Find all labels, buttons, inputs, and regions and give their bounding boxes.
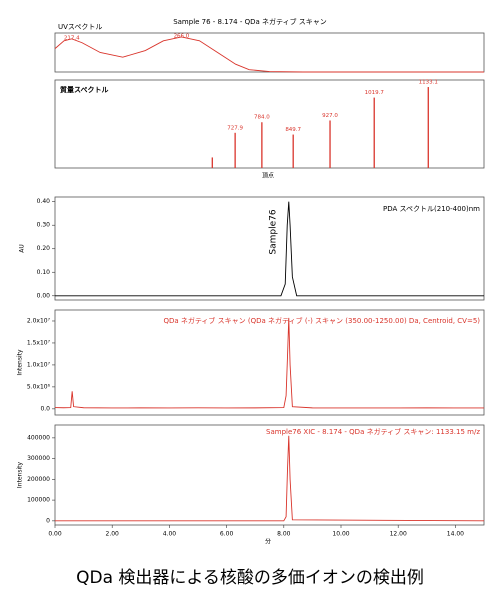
trace	[54, 317, 485, 409]
y-tick-label: 0.30	[37, 222, 51, 229]
y-tick-label: 1.5x10⁷	[27, 339, 51, 346]
y-tick-label: 0.40	[37, 198, 51, 205]
trace	[55, 201, 484, 297]
y-tick-label: 0	[46, 517, 50, 524]
peak-annotation: Sample76	[269, 209, 279, 254]
y-tick-label: 200000	[27, 476, 50, 483]
y-tick-label: 0.20	[37, 245, 51, 252]
y-tick-label: 100000	[27, 497, 50, 504]
x-axis-label: 分	[265, 538, 271, 546]
y-tick-label: 0.0	[40, 405, 50, 412]
y-tick-label: 400000	[27, 434, 50, 441]
x-tick-label: 4.00	[163, 531, 177, 538]
peak-label: 1133.1	[419, 80, 438, 86]
panel-title: QDa ネガティブ スキャン (QDa ネガティブ (-) スキャン (350.…	[163, 316, 480, 325]
peak-label: 927.0	[322, 113, 338, 119]
panel-frame	[54, 79, 485, 169]
peak-label: 784.0	[254, 115, 270, 121]
x-tick-label: 14.00	[447, 531, 464, 538]
panel-frame	[54, 309, 485, 416]
y-tick-label: 5.0x10⁶	[27, 383, 51, 390]
caption: QDa 検出器による核酸の多価イオンの検出例	[76, 568, 424, 588]
trace	[54, 36, 484, 73]
x-axis-label: 頂点	[262, 172, 274, 180]
panel-title: Sample76 XIC - 8.174 - QDa ネガティブ スキャン: 1…	[266, 427, 480, 436]
trace	[55, 435, 485, 522]
peak-label: 727.9	[227, 125, 243, 131]
panel-title: UVスペクトル	[58, 23, 102, 31]
x-tick-label: 12.00	[390, 531, 407, 538]
x-tick-label: 6.00	[220, 531, 234, 538]
x-tick-label: 8.00	[277, 531, 291, 538]
y-tick-label: 300000	[27, 455, 50, 462]
panel-title: 質量スペクトル	[60, 85, 109, 94]
x-tick-label: 10.00	[332, 531, 349, 538]
y-tick-label: 0.00	[37, 292, 51, 299]
peak-label: 849.7	[285, 127, 301, 133]
y-axis-label: Intensity	[17, 349, 24, 376]
x-tick-label: 0.00	[48, 531, 62, 538]
panel-frame	[54, 424, 485, 526]
y-tick-label: 2.0x10⁷	[27, 317, 51, 324]
peak-label: 1019.7	[365, 90, 385, 96]
peak-label: 266.0	[174, 33, 190, 39]
y-tick-label: 1.0x10⁷	[27, 361, 51, 368]
header-title: Sample 76 - 8.174 - QDa ネガティブ スキャン	[173, 17, 327, 26]
y-tick-label: 0.10	[37, 269, 51, 276]
panel-frame	[54, 32, 485, 73]
x-tick-label: 2.00	[106, 531, 120, 538]
panel-title: PDA スペクトル(210-400)nm	[383, 205, 480, 213]
y-axis-label: Intensity	[17, 461, 24, 488]
peak-label: 217.4	[64, 35, 80, 41]
y-axis-label: AU	[19, 244, 26, 253]
